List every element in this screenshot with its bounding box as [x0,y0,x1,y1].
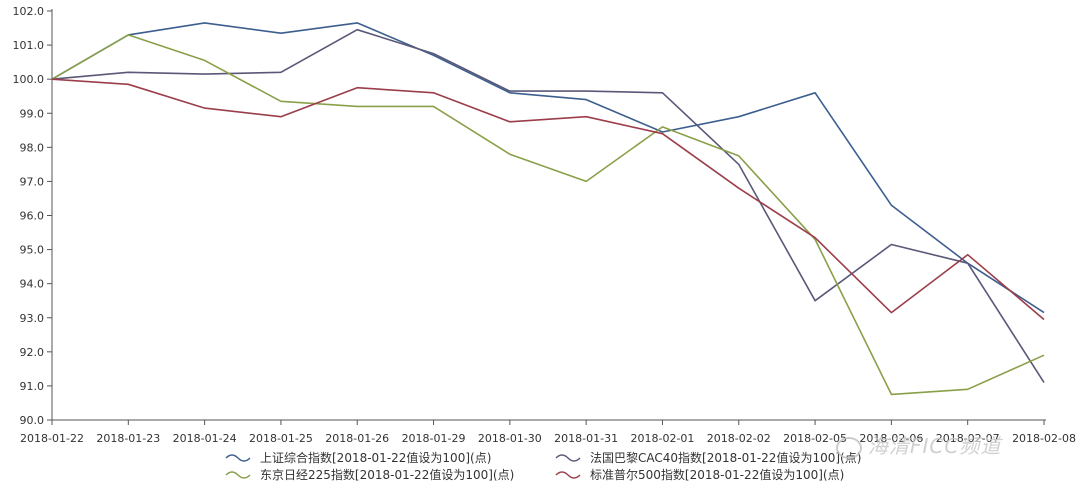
y-tick-label: 95.0 [20,244,45,257]
y-tick-label: 96.0 [20,210,45,223]
x-tick-label: 2018-01-31 [554,432,618,445]
legend-swatch [225,454,251,462]
y-tick-label: 98.0 [20,141,45,154]
x-tick-label: 2018-01-29 [402,432,466,445]
legend-swatch [225,471,251,479]
legend-label: 上证综合指数[2018-01-22值设为100](点) [260,450,491,465]
y-tick-label: 90.0 [20,414,45,427]
legend-swatch [555,471,581,479]
x-tick-label: 2018-01-25 [249,432,313,445]
x-tick-label: 2018-02-05 [783,432,847,445]
y-tick-label: 99.0 [20,107,45,120]
legend-label: 法国巴黎CAC40指数[2018-01-22值设为100](点) [590,450,861,465]
series-layer [51,22,1045,396]
series-line [51,28,1045,383]
legend-label: 标准普尔500指数[2018-01-22值设为100](点) [590,467,844,482]
series-line [51,78,1045,321]
legend: 上证综合指数[2018-01-22值设为100](点) 法国巴黎CAC40指数[2… [225,450,861,482]
series-line [51,22,1045,314]
y-tick-label: 93.0 [20,312,45,325]
watermark-text: 海清FICC频道 [868,434,1002,458]
y-tick-label: 102.0 [13,5,45,18]
watermark: 海清FICC频道 [836,430,1066,460]
legend-label: 东京日经225指数[2018-01-22值设为100](点) [260,467,514,482]
y-tick-label: 92.0 [20,346,45,359]
y-tick-label: 100.0 [13,73,45,86]
x-tick-label: 2018-01-23 [96,432,160,445]
wechat-icon [836,436,862,459]
y-tick-label: 94.0 [20,278,45,291]
axes: 90.0 91.0 92.0 93.0 94.0 95.0 96.0 97.0 98.0 99.0… [13,5,1077,445]
legend-swatch [555,454,581,462]
x-tick-label: 2018-02-07 [936,432,1000,445]
x-tick-label: 2018-02-08 [1012,432,1076,445]
x-tick-label: 2018-02-06 [859,432,923,445]
y-tick-label: 97.0 [20,175,45,188]
x-tick-label: 2018-01-30 [478,432,542,445]
y-tick-label: 101.0 [13,39,45,52]
x-tick-label: 2018-01-24 [173,432,237,445]
series-line [51,34,1045,396]
x-tick-label: 2018-02-01 [630,432,694,445]
x-tick-label: 2018-02-02 [707,432,771,445]
x-tick-label: 2018-01-26 [325,432,389,445]
y-tick-label: 91.0 [20,380,45,393]
x-tick-label: 2018-01-22 [20,432,84,445]
